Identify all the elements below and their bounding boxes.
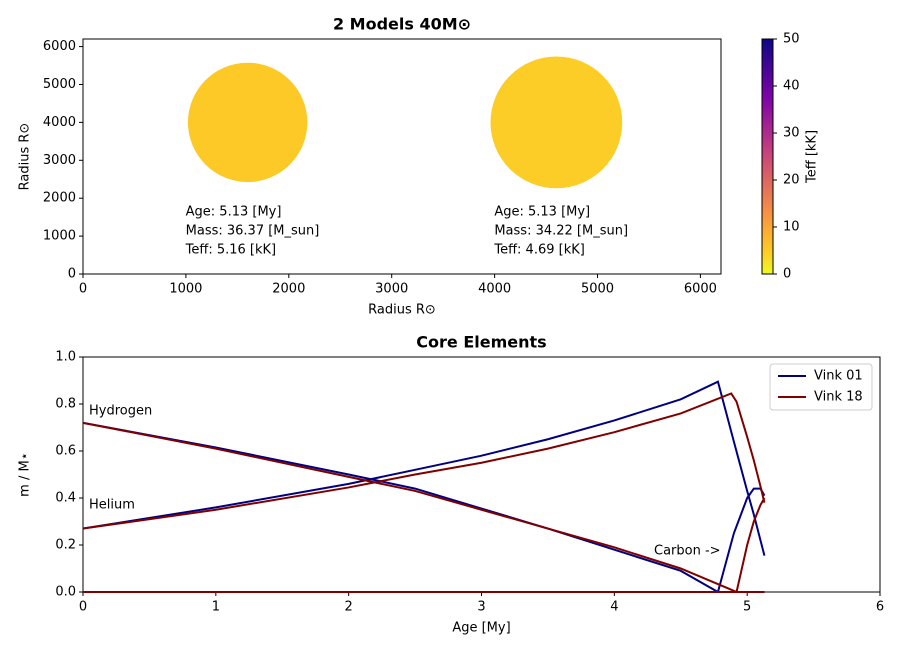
colorbar-tick-label: 10 [783,220,800,235]
series-line [83,421,765,593]
y-tick-label: 0.8 [55,397,76,412]
colorbar-tick-label: 0 [783,267,791,282]
y-tick-label: 0.2 [55,538,76,553]
x-tick-label: 0 [79,600,87,615]
plot-frame [82,356,881,593]
x-axis-label: Radius R⊙ [368,303,436,318]
series-line [83,392,766,530]
annotation: Mass: 34.22 [M_sun] [494,224,628,239]
colorbar-tick-label: 20 [783,173,800,188]
x-tick-label: 6 [876,600,884,615]
x-tick-label: 3 [477,600,485,615]
legend-label: Vink 01 [814,369,863,384]
y-tick-label: 0 [68,267,76,282]
x-tick-label: 3000 [375,282,408,297]
y-tick-label: 2000 [43,191,76,206]
star-marker [490,56,623,189]
colorbar-tick-label: 50 [783,32,800,47]
y-tick-label: 3000 [43,153,76,168]
x-tick-label: 1000 [169,282,202,297]
series-line [83,487,766,593]
y-axis-label: Radius R⊙ [18,123,33,191]
y-tick-label: 0.6 [55,444,76,459]
star-marker [187,62,308,183]
annotation: Age: 5.13 [My] [494,205,590,220]
chart-title: 2 Models 40M⊙ [333,15,471,34]
y-tick-label: 4000 [43,115,76,130]
y-tick-label: 1.0 [55,350,76,365]
y-axis-label: m / M⋆ [18,452,33,497]
annotation: Carbon -> [654,544,721,559]
y-tick-label: 1000 [43,229,76,244]
chart-title: Core Elements [416,333,546,352]
colorbar-label: Teff [kK] [805,130,820,184]
plot-area [83,380,766,593]
series-line [83,380,766,556]
annotation: Mass: 36.37 [M_sun] [186,224,320,239]
x-tick-label: 4 [610,600,618,615]
plot-frame [82,38,722,275]
x-tick-label: 1 [212,600,220,615]
annotation: Teff: 4.69 [kK] [493,243,584,258]
y-tick-label: 5000 [43,77,76,92]
y-tick-label: 0.0 [55,585,76,600]
series-line [83,497,766,593]
annotation: Age: 5.13 [My] [186,205,282,220]
x-tick-label: 2 [345,600,353,615]
colorbar [761,38,774,275]
colorbar-tick-label: 40 [783,79,800,94]
y-tick-label: 6000 [43,39,76,54]
x-tick-label: 5 [743,600,751,615]
x-tick-label: 5000 [581,282,614,297]
colorbar-tick-label: 30 [783,126,800,141]
x-tick-label: 4000 [478,282,511,297]
annotation: Teff: 5.16 [kK] [185,243,276,258]
series-line [83,421,765,593]
x-tick-label: 6000 [684,282,717,297]
annotation: Helium [89,498,135,513]
x-axis-label: Age [My] [452,621,510,636]
annotation: Hydrogen [89,404,152,419]
x-tick-label: 0 [79,282,87,297]
legend-label: Vink 18 [814,390,863,405]
x-tick-label: 2000 [272,282,305,297]
y-tick-label: 0.4 [55,491,76,506]
